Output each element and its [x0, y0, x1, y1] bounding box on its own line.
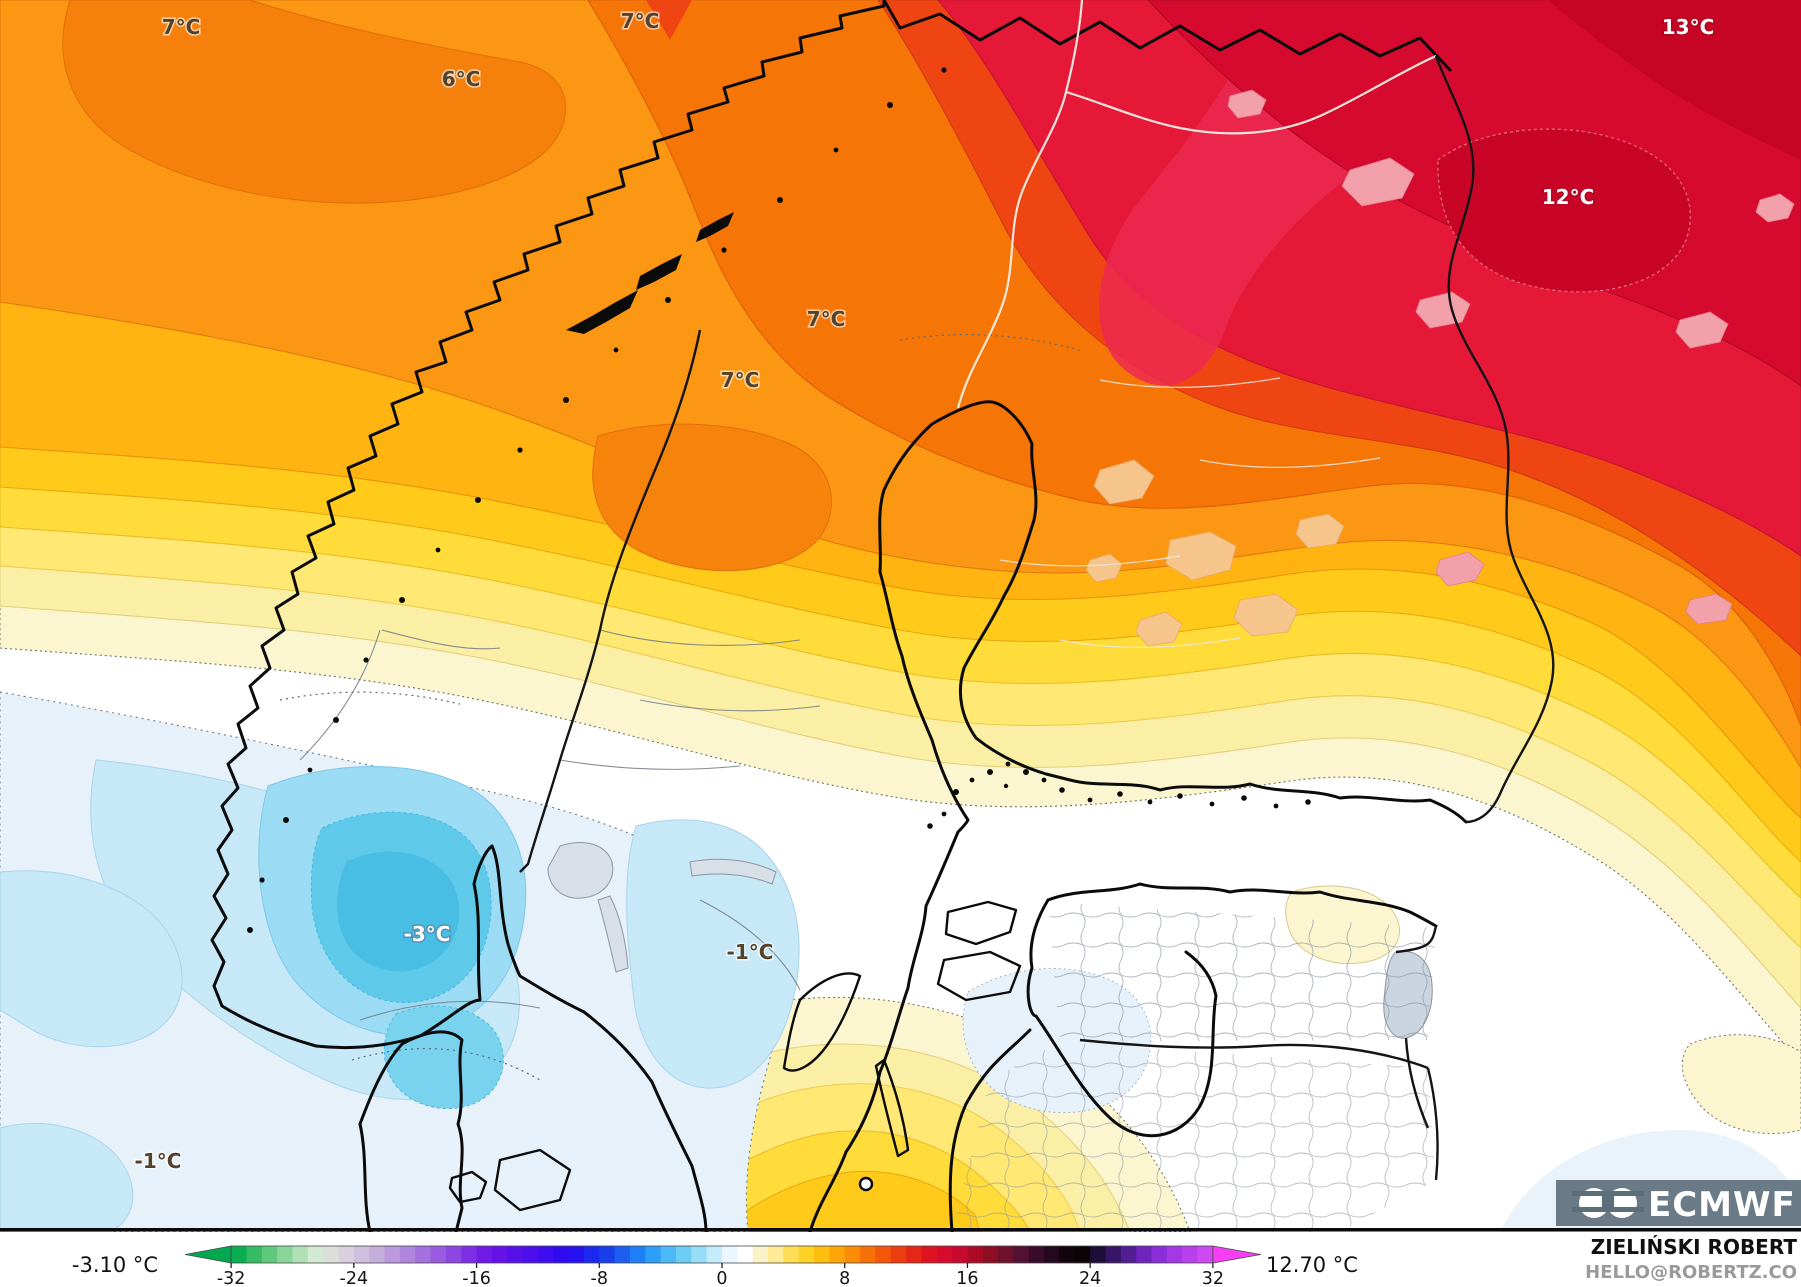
- blob-7c-mid: [592, 423, 832, 572]
- temp-label: -1°C: [135, 1149, 182, 1173]
- coastlines: [210, 0, 1468, 1232]
- colorbar-ticks: -32 -24 -16 -8 0 8 16 24 32: [217, 1263, 1224, 1287]
- finnish-lakes: [1085, 459, 1345, 647]
- municipal-borders: [952, 902, 1436, 1232]
- attribution-name: ZIELIŃSKI ROBERT: [1591, 1235, 1798, 1259]
- coastal-islands: [247, 67, 947, 933]
- island-oland: [874, 1058, 910, 1158]
- border-estonia-latvia: [1079, 1038, 1429, 1070]
- ecmwf-logo: ECMWF: [1556, 1180, 1801, 1226]
- coast-jutland: [358, 1030, 464, 1232]
- island-gotland: [782, 972, 862, 1072]
- lake-vanern: [547, 842, 614, 899]
- temp-label: -3°C: [404, 922, 451, 946]
- russian-lakes: [1227, 89, 1795, 625]
- svg-text:8: 8: [839, 1269, 850, 1287]
- border-finland-russia: [1434, 55, 1555, 824]
- temp-label: 12°C: [1542, 185, 1595, 209]
- temp-label: 6°C: [442, 67, 481, 91]
- archipelago: [927, 761, 1311, 829]
- temperature-anomaly-map: 7°C 6°C 7°C 13°C 12°C 7°C 7°C -3°C -1°C …: [0, 0, 1801, 1232]
- border-sweden-finland: [956, 0, 1084, 409]
- colorbar-min-label: -3.10 °C: [72, 1253, 158, 1277]
- temp-label: 7°C: [807, 307, 846, 331]
- coast-baltic: [808, 400, 1468, 1232]
- map-canvas: 7°C 6°C 7°C 13°C 12°C 7°C 7°C -3°C -1°C …: [0, 0, 1801, 1232]
- svg-text:-32: -32: [217, 1269, 246, 1287]
- ecmwf-logo-text: ECMWF: [1648, 1185, 1796, 1225]
- border-norway-sweden: [519, 329, 702, 873]
- border-latvia-russia: [1426, 1067, 1439, 1181]
- lake-malaren: [689, 858, 777, 885]
- footer: -3.10 °C 12.70 °C -32 -24 -16 -8 0 8 16 24 32 ZI…: [0, 1232, 1801, 1287]
- coast-norway: [210, 0, 886, 1008]
- temp-label: 13°C: [1662, 15, 1715, 39]
- attribution-email: HELLO@ROBERTZ.CO: [1585, 1262, 1797, 1283]
- country-borders: [519, 0, 1555, 1181]
- coast-skagerrak: [220, 844, 708, 1232]
- border-estonia-russia: [1395, 925, 1438, 1129]
- colorbar: -3.10 °C 12.70 °C -32 -24 -16 -8 0 8 16 24 32 ZI…: [72, 1235, 1798, 1287]
- blob-12c: [1437, 128, 1691, 293]
- svg-text:16: 16: [956, 1269, 978, 1287]
- blob-7c-topleft: [62, 0, 567, 204]
- temp-label: -1°C: [727, 940, 774, 964]
- lake-vattern: [597, 895, 629, 973]
- temp-label: 7°C: [162, 15, 201, 39]
- coast-finnmark: [882, 0, 1452, 72]
- colorbar-blocks: [185, 1245, 1261, 1264]
- map-frame-line: [0, 1228, 1801, 1232]
- svg-text:32: 32: [1202, 1269, 1224, 1287]
- svg-text:-8: -8: [591, 1269, 608, 1287]
- regional-borders: [279, 333, 1381, 1081]
- svg-text:0: 0: [716, 1269, 727, 1287]
- border-norway-finland: [1065, 54, 1437, 135]
- temperature-labels: 7°C 6°C 7°C 13°C 12°C 7°C 7°C -3°C -1°C …: [133, 8, 1716, 1175]
- temp-label: 7°C: [621, 9, 660, 33]
- temp-label: 7°C: [721, 368, 760, 392]
- coast-estonia: [1046, 882, 1438, 928]
- svg-text:24: 24: [1079, 1269, 1101, 1287]
- coast-riga: [1026, 898, 1218, 1138]
- colorbar-max-label: 12.70 °C: [1266, 1253, 1358, 1277]
- svg-text:-24: -24: [340, 1269, 369, 1287]
- svg-text:-16: -16: [462, 1269, 491, 1287]
- island-bornholm: [858, 1176, 874, 1192]
- coast-courland: [948, 1028, 1032, 1232]
